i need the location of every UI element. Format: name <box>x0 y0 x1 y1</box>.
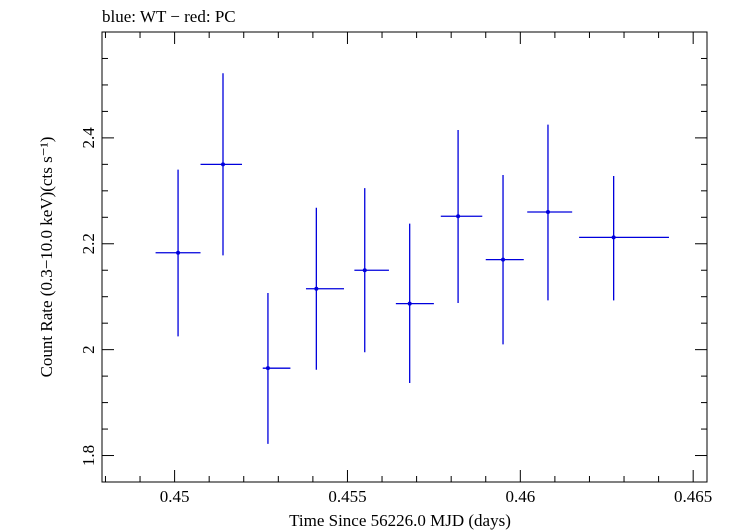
x-tick-label: 0.465 <box>674 487 712 506</box>
x-tick-label: 0.46 <box>505 487 535 506</box>
y-axis-label: Count Rate (0.3−10.0 keV)(cts s⁻¹) <box>37 137 56 378</box>
y-tick-label: 2 <box>79 345 98 354</box>
x-axis-ticks: 0.45 0.455 0.46 0.465 <box>104 32 712 506</box>
y-tick-label: 2.2 <box>79 233 98 254</box>
point-marker <box>265 366 270 371</box>
x-tick-label: 0.455 <box>328 487 366 506</box>
data-point <box>354 188 389 353</box>
data-point <box>527 124 573 301</box>
x-axis-label: Time Since 56226.0 MJD (days) <box>289 511 511 530</box>
data-points <box>155 73 669 444</box>
point-marker <box>611 235 616 240</box>
chart-title: blue: WT − red: PC <box>102 7 236 26</box>
data-point <box>200 73 243 256</box>
point-marker <box>456 214 461 219</box>
y-tick-label: 2.4 <box>79 127 98 149</box>
y-axis-ticks: 1.8 2 2.2 2.4 <box>79 31 707 483</box>
point-marker <box>407 301 412 306</box>
data-point <box>395 223 434 383</box>
point-marker <box>314 286 319 291</box>
point-marker <box>221 162 225 167</box>
point-marker <box>501 257 506 262</box>
data-point <box>305 207 344 370</box>
point-marker <box>176 250 181 255</box>
data-point <box>262 293 291 444</box>
y-tick-label: 1.8 <box>79 445 98 466</box>
data-point <box>155 169 201 337</box>
data-point <box>485 174 524 345</box>
x-tick-label: 0.45 <box>160 487 190 506</box>
data-point <box>440 129 483 304</box>
point-marker <box>545 210 550 214</box>
data-point <box>579 176 669 301</box>
plot-frame <box>101 31 708 483</box>
point-marker <box>362 268 367 273</box>
